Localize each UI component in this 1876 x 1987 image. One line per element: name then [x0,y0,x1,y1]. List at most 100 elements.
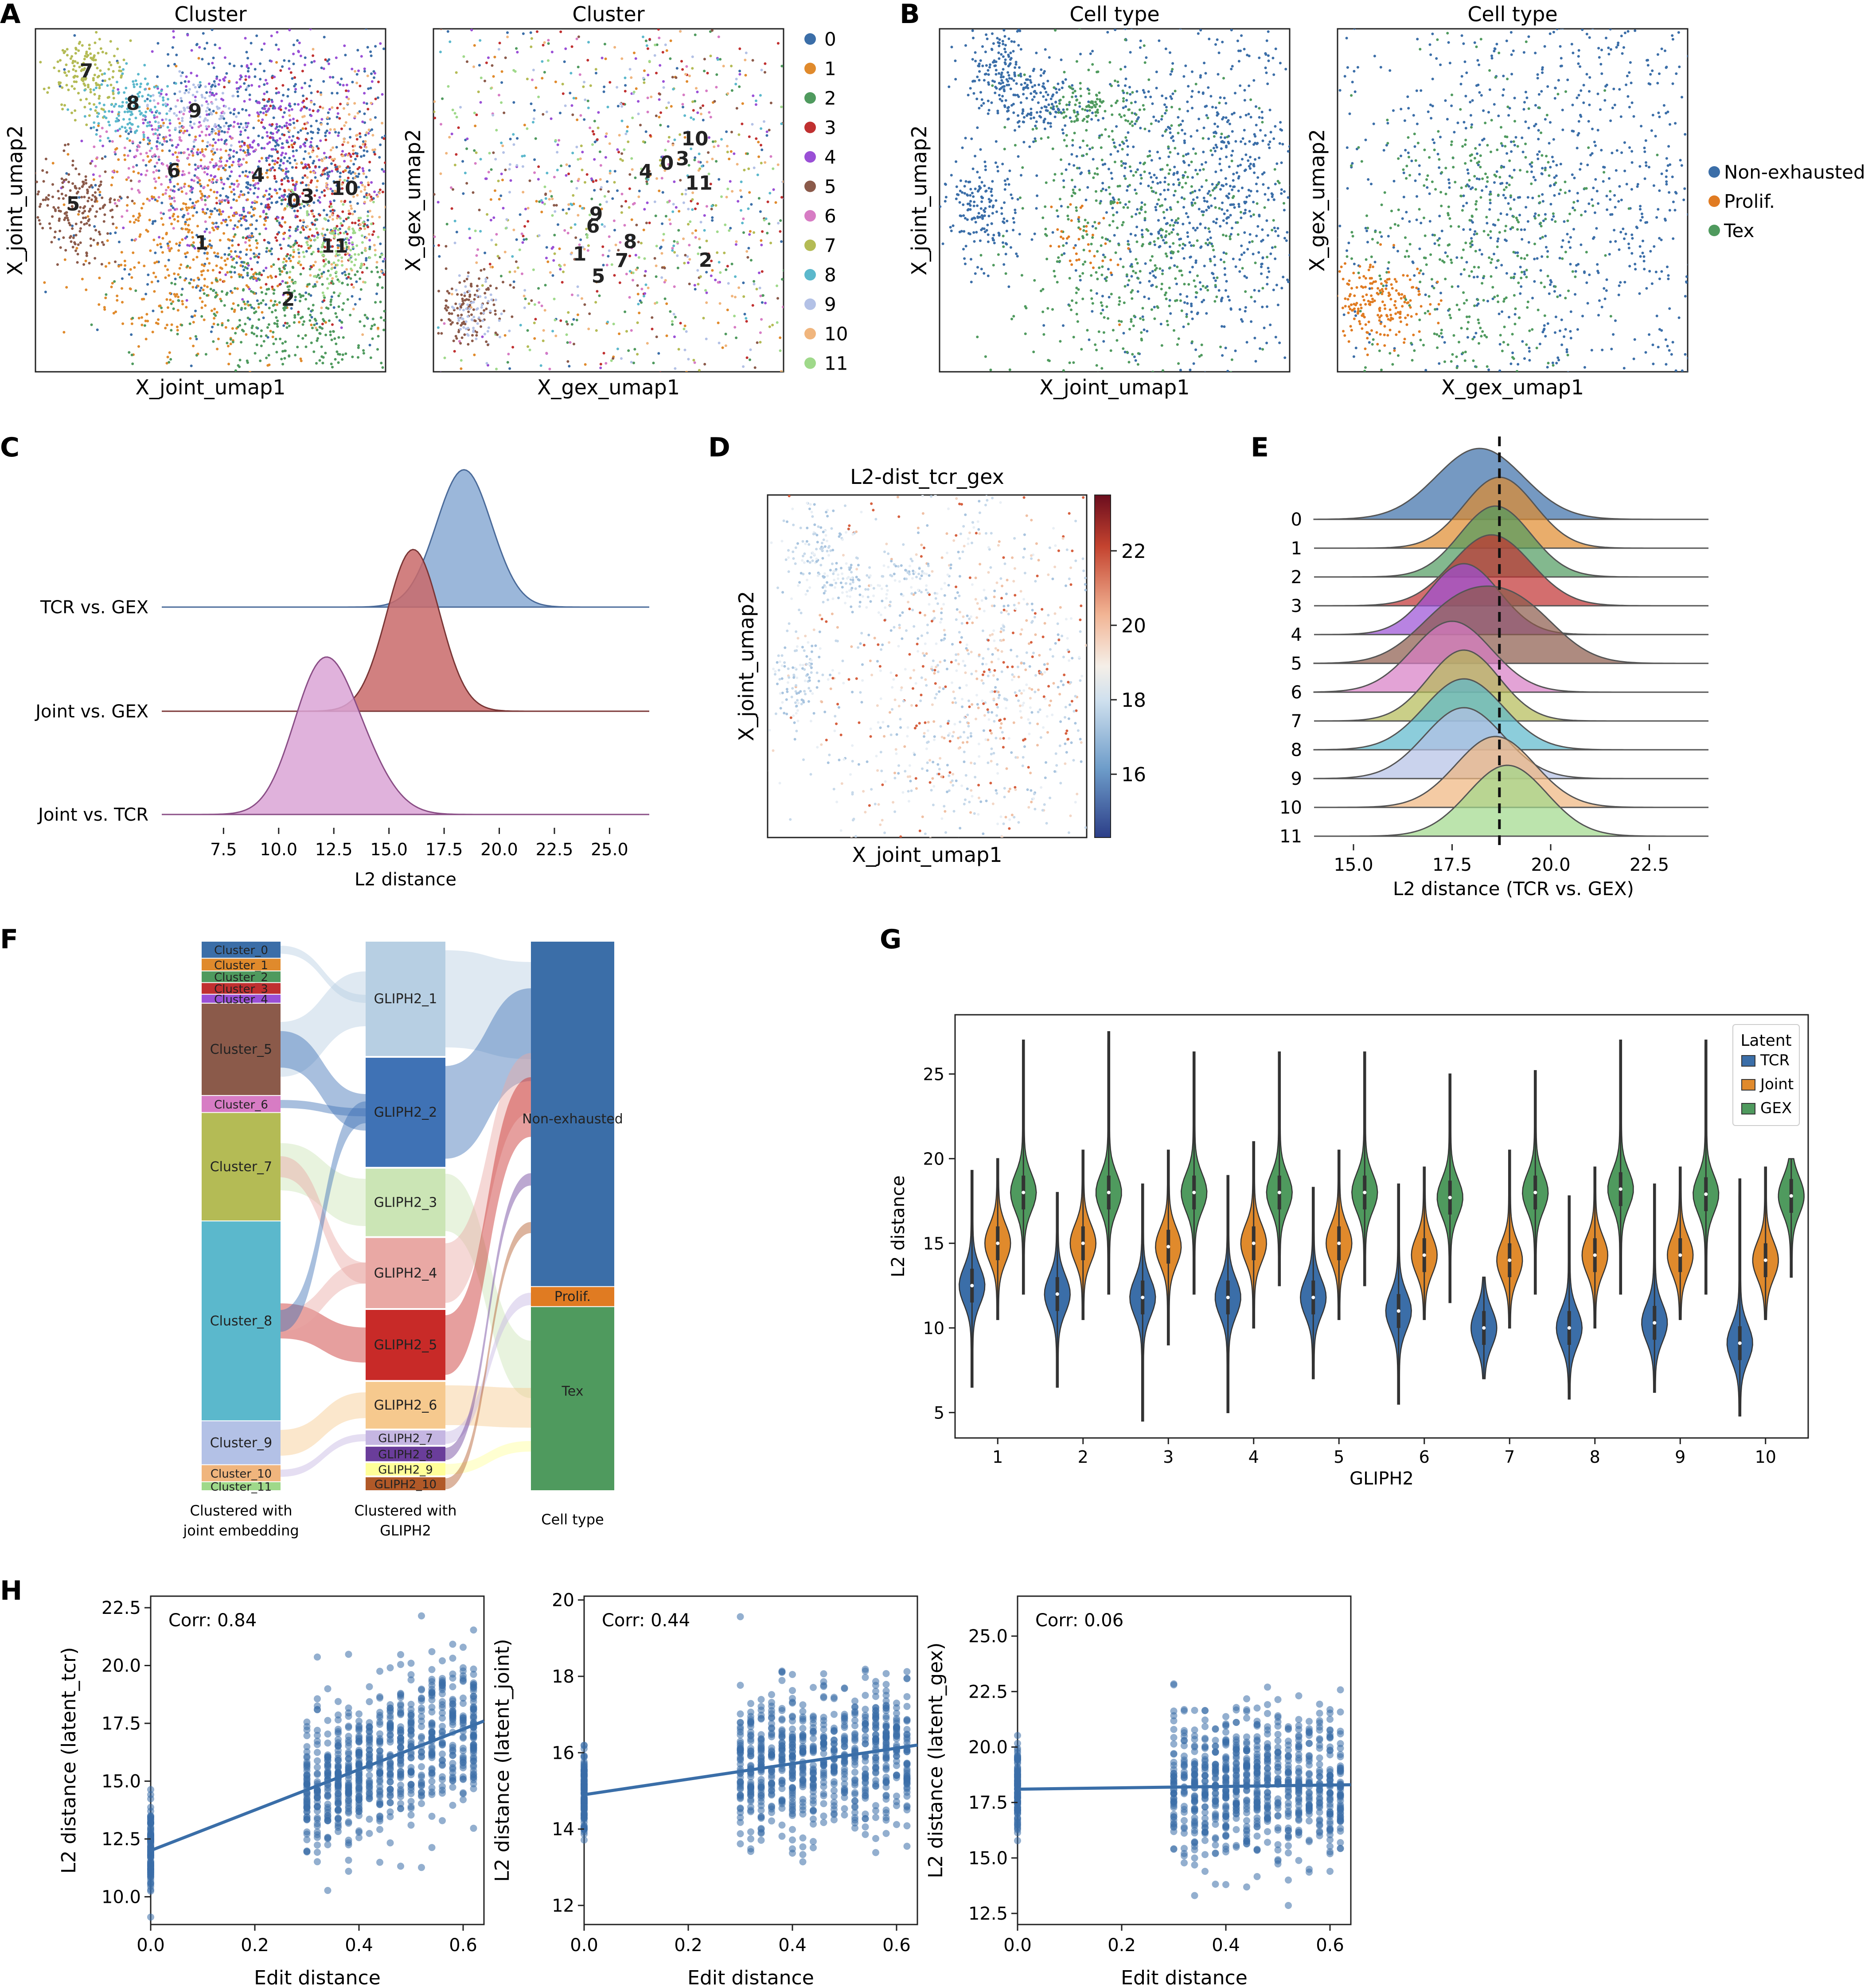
cluster-point [284,207,287,210]
cluster-point [659,164,662,167]
cluster-point [156,129,159,132]
cluster-point [113,151,117,154]
cluster-point [336,106,339,109]
cluster-point [255,343,258,347]
cluster-point [367,129,371,131]
cluster-point [192,279,195,282]
cluster-point [312,285,315,288]
cluster-point [142,203,145,205]
cluster-point [306,283,309,286]
cluster-point [279,164,281,167]
cluster-point [282,324,285,327]
cluster-point [267,107,270,110]
cluster-point [273,169,276,171]
cluster-point [792,248,795,251]
cluster-point [171,371,173,372]
cluster-point [356,194,359,197]
cluster-point [164,118,168,121]
cluster-point [627,140,630,143]
cluster-point [646,110,649,113]
cluster-point [218,130,221,132]
cluster-point [441,132,444,134]
cluster-point [581,413,583,415]
cluster-point [567,548,570,550]
cluster-point [485,177,488,180]
cluster-point [691,208,694,211]
cluster-point [345,89,347,92]
cluster-point [261,19,263,21]
cluster-point [43,281,46,284]
cluster-point [119,135,122,138]
cluster-point [433,235,436,238]
cluster-point [537,178,540,181]
cluster-point [265,283,268,286]
cluster-point [254,75,257,78]
cluster-point [568,164,571,168]
cluster-point [640,301,643,304]
cluster-point [309,245,312,247]
cluster-point [392,257,395,260]
cluster-point [599,203,602,206]
cluster-point [320,232,324,235]
cluster-point [362,349,365,352]
cluster-point [467,253,469,256]
cluster-point [220,130,223,133]
cluster-point [136,148,139,151]
cluster-point [288,67,291,70]
cluster-point [363,149,366,152]
cluster-point [294,187,297,190]
cluster-point [173,218,176,221]
cluster-point [543,71,546,74]
cluster-point [308,319,312,322]
cluster-point [387,155,390,158]
cluster-point [652,362,655,365]
cluster-point [382,228,386,231]
cluster-point [215,111,218,114]
cluster-point [491,191,493,194]
cluster-point [575,37,578,40]
cluster-point [126,123,129,126]
cluster-point [445,257,448,260]
cluster-point [299,263,302,266]
cluster-point [212,323,215,325]
cluster-label: 8 [126,92,140,115]
cluster-point [293,121,295,125]
cluster-point [67,222,70,225]
cluster-point [322,254,325,257]
cluster-point [151,50,154,53]
cluster-point [964,333,967,335]
cluster-point [663,297,667,300]
cluster-point [659,124,662,127]
cluster-point [223,168,226,171]
cluster-point [268,163,271,166]
cluster-point [94,164,97,168]
cluster-point [283,133,286,136]
cluster-point [321,362,324,365]
cluster-point [429,228,432,231]
cluster-point [212,289,215,292]
cluster-point [591,422,594,425]
cluster-point [346,298,349,301]
cluster-point [692,118,695,121]
cluster-point [192,241,195,244]
cluster-point [499,275,503,277]
cluster-point [497,179,500,183]
cluster-point [232,302,235,305]
cluster-point [717,35,720,39]
cluster-point [158,304,161,308]
cluster-point [374,97,377,101]
cluster-point [50,241,53,244]
cluster-point [227,125,230,128]
cluster-point [233,121,236,124]
cluster-point [269,187,272,191]
cluster-point [255,335,258,338]
cluster-point [184,228,187,231]
cluster-point [215,278,218,281]
cluster-point [342,238,345,242]
cluster-point [65,84,68,87]
cluster-point [144,110,148,113]
cluster-point [172,153,175,156]
cluster-point [293,289,296,292]
cluster-point [328,171,331,173]
cluster-point [396,157,398,160]
